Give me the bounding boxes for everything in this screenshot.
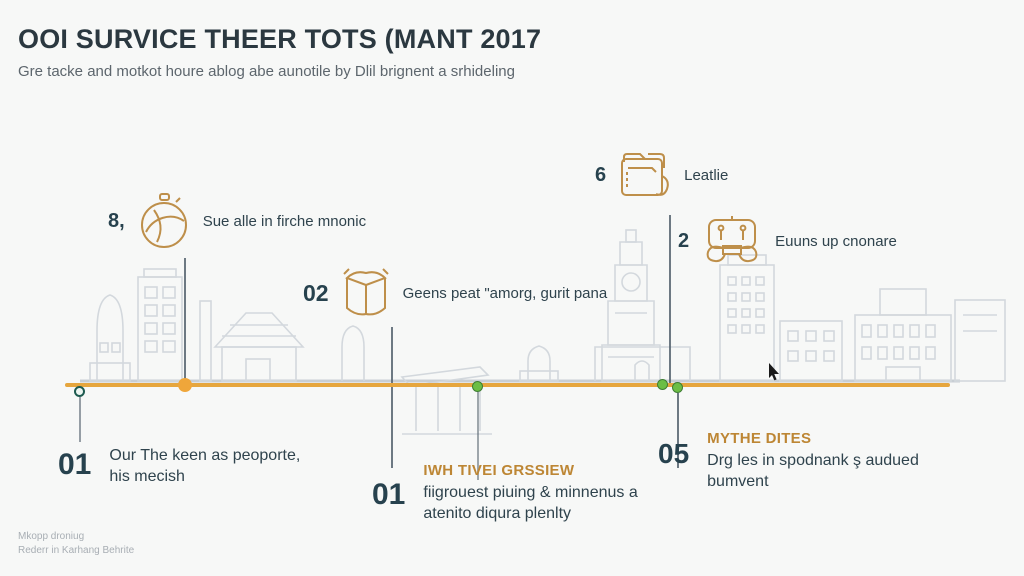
timeline-item-01-mid: 01 IWH TIVEI GRSSIEW fiigrouest piuing &… xyxy=(372,462,648,525)
city-skyline-illustration xyxy=(80,229,1006,435)
timeline-item-6: 6 Leatlie xyxy=(595,148,728,202)
gamepad-hands-icon xyxy=(701,214,763,268)
page-title: OOI SURVICE THEER TOTS (MANT 2017 xyxy=(18,24,542,54)
timeline-marker-green xyxy=(472,381,483,392)
item-number: 01 xyxy=(58,448,92,481)
timeline-marker-green xyxy=(657,379,668,390)
folder-icon xyxy=(618,148,672,202)
connector-line xyxy=(677,393,679,468)
item-number: 8, xyxy=(108,209,125,232)
footer-line1: Mkopp droniug xyxy=(18,531,85,542)
timeline-item-05: 05 MYTHE DITES Drg les in spodnank ş aud… xyxy=(658,430,932,493)
item-label: Geens peat "amorg, gurit pana xyxy=(402,284,608,302)
connector-line xyxy=(391,327,393,468)
timeline-marker-teal xyxy=(74,386,85,397)
page-subtitle: Gre tacke and motkot houre ablog abe aun… xyxy=(18,63,515,80)
item-text: Our The keen as peoporte, his mecish xyxy=(109,447,301,485)
item-label: Sue alle in firche mnonic xyxy=(202,212,367,230)
item-number: 2 xyxy=(678,229,690,252)
connector-line xyxy=(669,215,671,383)
item-number: 02 xyxy=(303,279,329,306)
footer-line2: Rederr in Karhang Behrite xyxy=(18,544,135,556)
item-label: Euuns up cnonare xyxy=(775,232,897,250)
item-number: 6 xyxy=(595,163,607,186)
timeline-axis xyxy=(65,383,950,387)
item-text: fiigrouest piuing & minnenus a atenito d… xyxy=(423,484,638,522)
timeline-item-2: 2 Euuns up cnonare xyxy=(678,214,897,268)
package-cube-icon xyxy=(341,264,391,322)
item-label: Leatlie xyxy=(684,166,729,184)
connector-line xyxy=(184,258,186,383)
mouse-cursor xyxy=(769,363,779,381)
timeline-item-01-left: 01 Our The keen as peoporte, his mecish xyxy=(58,446,314,488)
timeline-item-8: 8, Sue alle in firche mnonic xyxy=(108,192,366,250)
item-text: Drg les in spodnank ş audued bumvent xyxy=(707,452,919,490)
header: OOI SURVICE THEER TOTS (MANT 2017 Gre ta… xyxy=(18,24,541,80)
item-heading: IWH TIVEI GRSSIEW xyxy=(423,462,575,479)
footer-credits: Mkopp droniug Rederr in Karhang Behrite xyxy=(18,530,134,557)
timeline-marker-orange xyxy=(178,378,192,392)
timeline-marker-green xyxy=(672,382,683,393)
stopwatch-globe-icon xyxy=(137,192,191,250)
item-heading: MYTHE DITES xyxy=(707,430,812,447)
connector-line xyxy=(477,392,479,480)
item-number: 01 xyxy=(372,478,406,511)
connector-line xyxy=(79,397,81,442)
item-number: 05 xyxy=(658,438,690,469)
timeline-item-02: 02 Geens peat "amorg, gurit pana xyxy=(303,264,607,322)
